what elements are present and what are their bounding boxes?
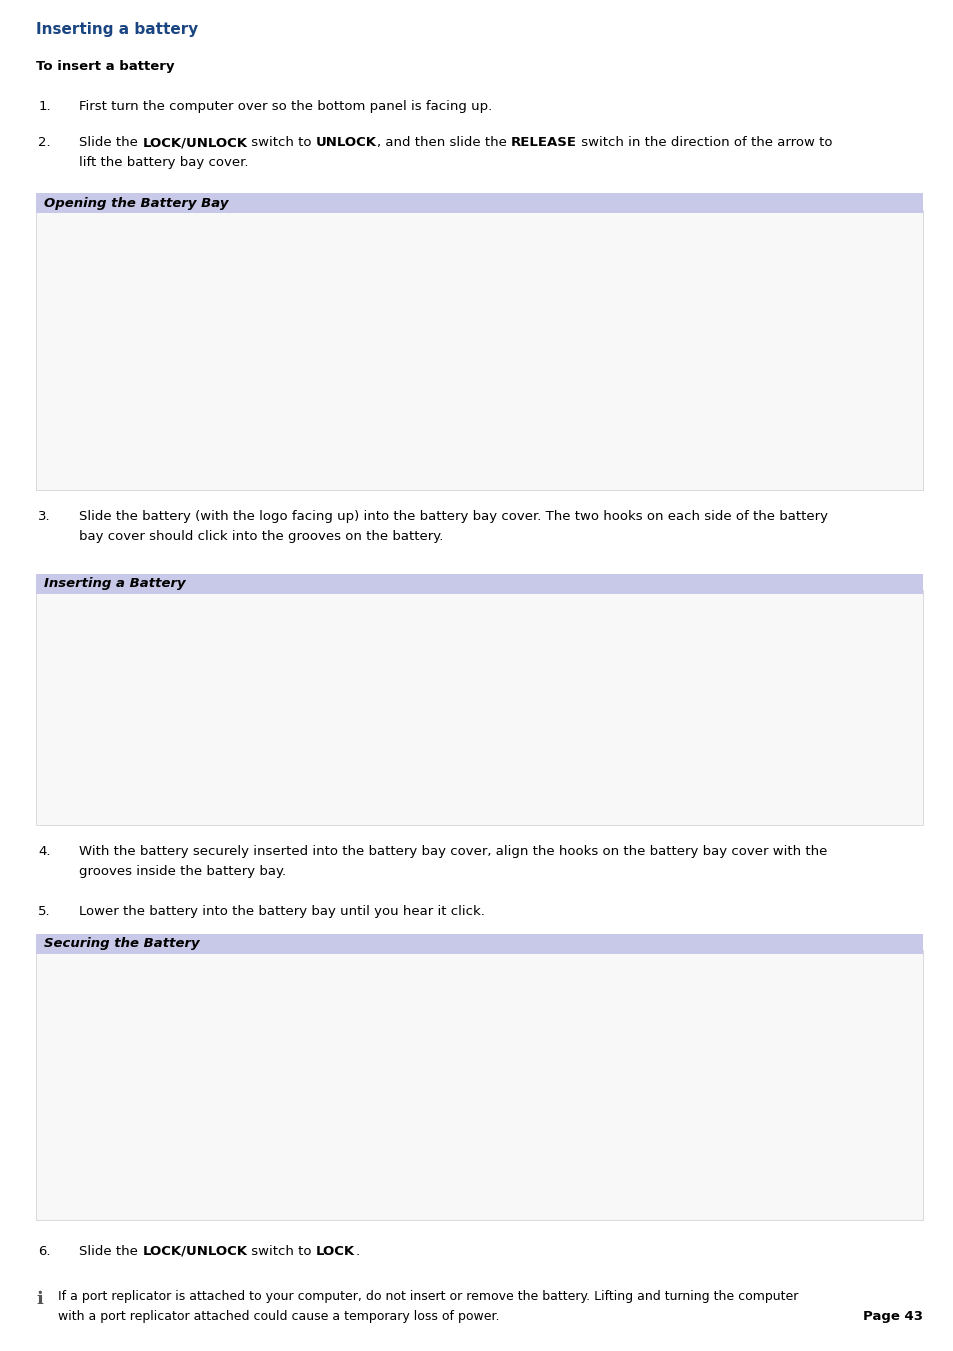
Text: switch to: switch to — [247, 1246, 315, 1258]
Text: 4.: 4. — [38, 844, 51, 858]
Text: ℹ: ℹ — [36, 1290, 43, 1308]
Bar — [36, 934, 923, 954]
Bar — [36, 209, 923, 490]
Bar — [36, 950, 923, 1220]
Text: Slide the: Slide the — [79, 1246, 142, 1258]
Text: lift the battery bay cover.: lift the battery bay cover. — [79, 155, 249, 169]
Text: RELEASE: RELEASE — [511, 136, 577, 149]
Text: Slide the battery (with the logo facing up) into the battery bay cover. The two : Slide the battery (with the logo facing … — [79, 509, 827, 523]
Text: First turn the computer over so the bottom panel is facing up.: First turn the computer over so the bott… — [79, 100, 492, 113]
Text: Page 43: Page 43 — [862, 1310, 923, 1323]
Text: LOCK/UNLOCK: LOCK/UNLOCK — [142, 136, 247, 149]
Text: LOCK: LOCK — [315, 1246, 355, 1258]
Text: .: . — [355, 1246, 359, 1258]
Text: 6.: 6. — [38, 1246, 51, 1258]
Text: Inserting a battery: Inserting a battery — [36, 22, 198, 36]
Text: 3.: 3. — [38, 509, 51, 523]
Text: Opening the Battery Bay: Opening the Battery Bay — [44, 196, 229, 209]
Text: with a port replicator attached could cause a temporary loss of power.: with a port replicator attached could ca… — [58, 1310, 499, 1323]
Text: With the battery securely inserted into the battery bay cover, align the hooks o: With the battery securely inserted into … — [79, 844, 826, 858]
Text: bay cover should click into the grooves on the battery.: bay cover should click into the grooves … — [79, 530, 443, 543]
Text: Securing the Battery: Securing the Battery — [44, 938, 200, 951]
Text: switch to: switch to — [247, 136, 315, 149]
Text: , and then slide the: , and then slide the — [376, 136, 511, 149]
Text: switch in the direction of the arrow to: switch in the direction of the arrow to — [577, 136, 832, 149]
Text: 2.: 2. — [38, 136, 51, 149]
Bar — [36, 590, 923, 825]
Text: Slide the: Slide the — [79, 136, 142, 149]
Bar — [36, 193, 923, 213]
Bar — [36, 574, 923, 594]
Text: UNLOCK: UNLOCK — [315, 136, 376, 149]
Text: If a port replicator is attached to your computer, do not insert or remove the b: If a port replicator is attached to your… — [58, 1290, 798, 1302]
Text: Inserting a Battery: Inserting a Battery — [44, 577, 186, 590]
Text: grooves inside the battery bay.: grooves inside the battery bay. — [79, 865, 286, 878]
Text: 5.: 5. — [38, 905, 51, 917]
Text: LOCK/UNLOCK: LOCK/UNLOCK — [142, 1246, 247, 1258]
Text: Lower the battery into the battery bay until you hear it click.: Lower the battery into the battery bay u… — [79, 905, 484, 917]
Text: To insert a battery: To insert a battery — [36, 59, 174, 73]
Text: 1.: 1. — [38, 100, 51, 113]
